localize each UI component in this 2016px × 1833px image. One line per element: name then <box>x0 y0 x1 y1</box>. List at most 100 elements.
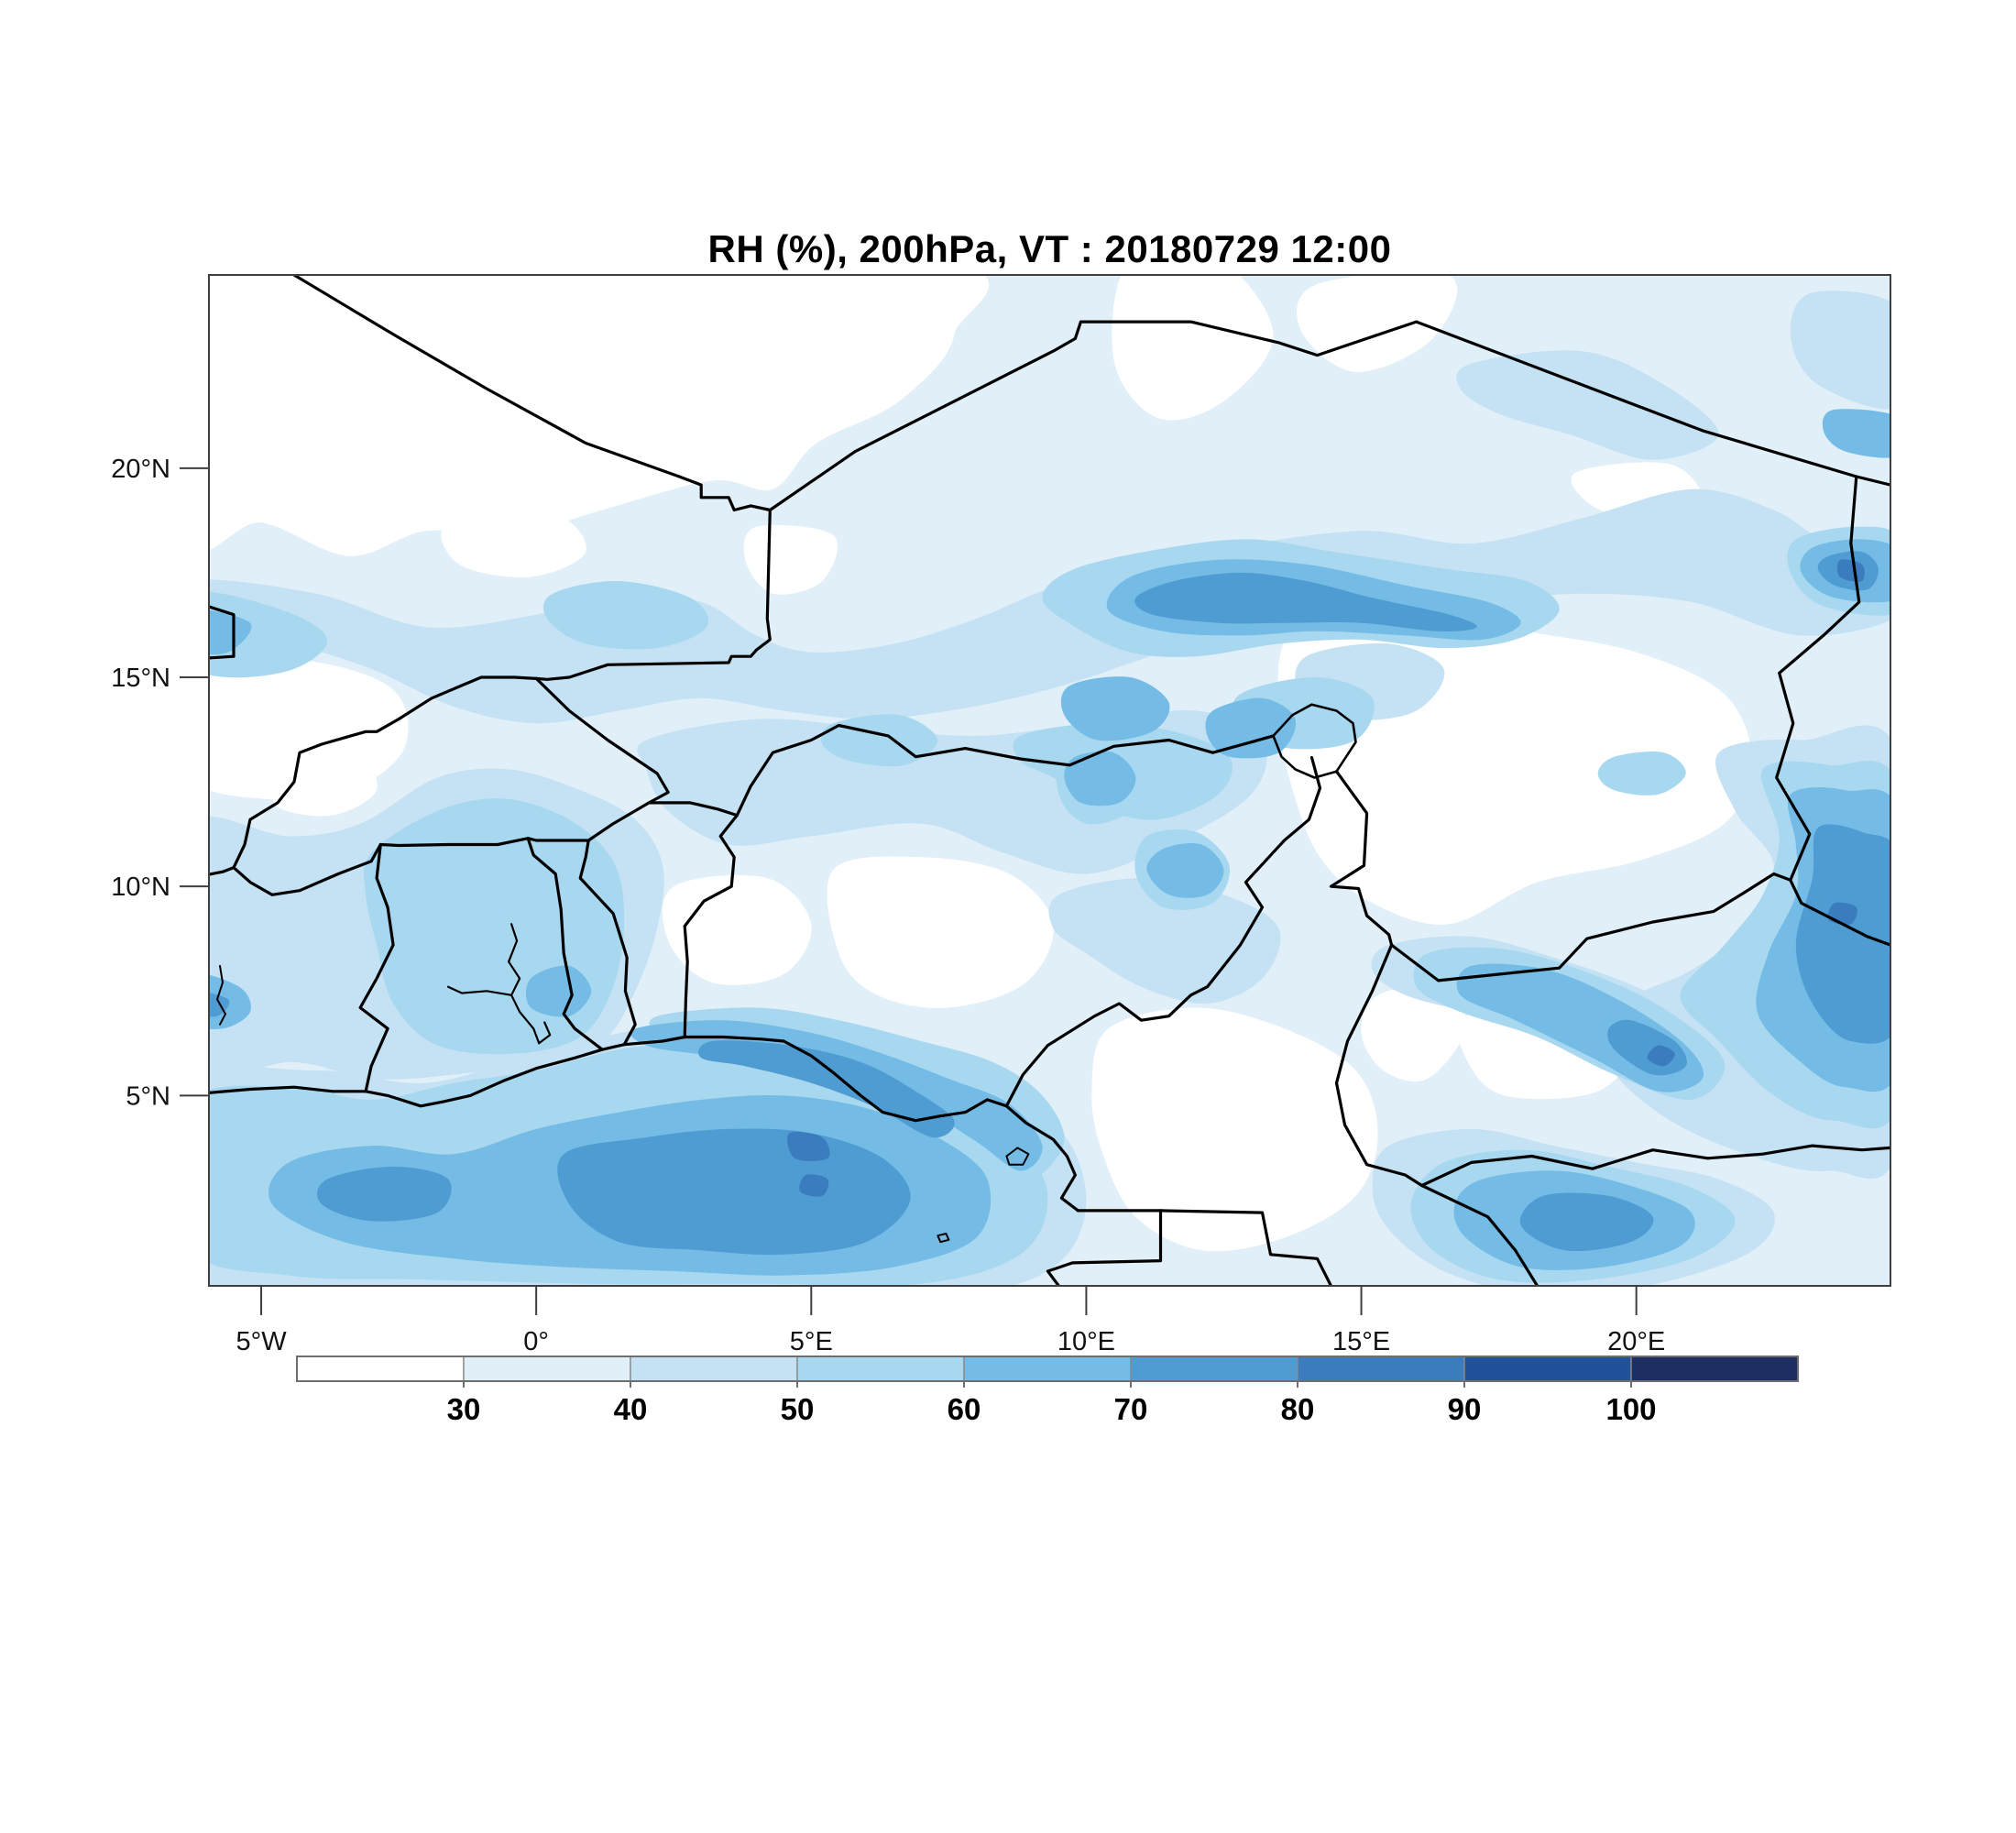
contour-blob-west-edge-core <box>209 609 252 655</box>
contour-blob-top-mid-1 <box>1112 275 1274 421</box>
colorbar-label: 50 <box>781 1392 815 1426</box>
border-algeria-niger <box>768 320 1193 512</box>
contour-blob-nigeria-west <box>662 874 812 985</box>
y-tick-label: 15°N <box>111 664 170 693</box>
colorbar-cell-1 <box>463 1356 631 1382</box>
colorbar-label: 60 <box>948 1392 981 1426</box>
contour-blob-right-spot-80 <box>1836 559 1865 582</box>
principe-island <box>937 1233 950 1244</box>
contour-blob-sahel-band-east <box>1216 488 1890 636</box>
border-burkina-cotedivoire <box>232 842 382 896</box>
lake-volta-main <box>508 923 541 1045</box>
contour-blob-car-80 <box>1647 1045 1675 1067</box>
border-benin-nigeria <box>683 814 739 1039</box>
border-mali-mauritania <box>209 605 236 660</box>
contour-blob-chad-east-spot <box>1597 752 1686 796</box>
colorbar-cell-2 <box>630 1356 798 1382</box>
colorbar-label: 40 <box>614 1392 648 1426</box>
border-libya-chad <box>1415 320 1890 487</box>
border-mali-niger <box>534 508 772 681</box>
contour-blob-west-edge-ring <box>209 591 328 678</box>
contour-blob-cameroon-south <box>1091 1007 1378 1252</box>
contour-blob-top-right-edge <box>1822 409 1890 458</box>
map-frame <box>208 274 1891 1287</box>
colorbar: 30 40 50 60 70 80 90 100 <box>296 1356 1799 1426</box>
colorbar-cell-8 <box>1630 1356 1799 1382</box>
border-car-drc <box>1420 1144 1890 1188</box>
border-cameroon-gabon-congo <box>1158 1209 1333 1286</box>
colorbar-cell-3 <box>796 1356 965 1382</box>
x-tick-label: 5°W <box>236 1327 287 1356</box>
axes: 20°N 15°N 10°N 5°N 5°W 0° 5°E 10°E 15°E 20°E <box>111 455 1665 1356</box>
x-tick-label: 0° <box>523 1327 549 1356</box>
contour-blob-nw-nigeria-core <box>1064 751 1136 807</box>
contour-blob-ocean-80-b <box>799 1174 829 1197</box>
border-burkina-togo-ghana <box>378 837 590 848</box>
y-tick-label: 5°N <box>126 1081 170 1111</box>
border-cameroon-nigeria <box>1004 756 1322 1108</box>
border-chad-sudan <box>1775 475 1890 947</box>
x-tick-label: 10°E <box>1057 1327 1115 1356</box>
contour-blob-burkina-west <box>272 756 378 817</box>
border-chad-car <box>1390 872 1792 982</box>
border-mali-algeria <box>292 275 772 512</box>
contour-blob-east-80 <box>1827 902 1857 926</box>
border-congo-car-south <box>1420 1183 1539 1286</box>
colorbar-cell-4 <box>963 1356 1132 1382</box>
contour-blob-mali-dip <box>441 511 586 577</box>
colorbar-label: 90 <box>1448 1392 1482 1426</box>
colorbar-cell-0 <box>296 1356 465 1382</box>
border-togo-benin <box>578 839 637 1047</box>
contour-blob-bottom-right-dark <box>1519 1192 1654 1252</box>
border-eq-guinea-box <box>1046 1209 1163 1286</box>
contour-blob-benue <box>1048 878 1281 1004</box>
contour-blob-volta-east <box>525 965 592 1017</box>
y-tick-label: 10°N <box>111 873 170 902</box>
cotedivoire-lake <box>216 964 226 1026</box>
border-coastline-gulf-of-guinea <box>209 1035 1079 1213</box>
x-tick-label: 5°E <box>790 1327 833 1356</box>
border-benin-niger <box>647 801 739 818</box>
border-car-cameroon <box>1334 943 1424 1188</box>
border-burkina-niger <box>534 676 670 805</box>
contour-blob-nigeria-center <box>827 856 1054 1008</box>
border-burkina-benin <box>586 801 651 842</box>
colorbar-label: 70 <box>1114 1392 1148 1426</box>
country-borders <box>209 275 1890 1286</box>
contour-blob-niger-dark-band <box>1134 572 1477 631</box>
colorbar-label: 80 <box>1281 1392 1315 1426</box>
contour-blob-top-right-corner <box>1790 291 1890 410</box>
border-cotedivoire-ghana <box>358 842 395 1093</box>
lake-volta-south-arm <box>538 1021 552 1045</box>
colorbar-label: 100 <box>1605 1392 1656 1426</box>
border-ghana-togo <box>526 837 604 1051</box>
contour-blob-mali-mid <box>542 580 709 650</box>
contour-blob-ocean-80-a <box>787 1131 830 1161</box>
y-tick-label: 20°N <box>111 455 170 484</box>
contour-blob-ocean-dark-west <box>317 1166 452 1222</box>
contour-blob-east-band-dark <box>1795 824 1890 1044</box>
contour-blob-ghana-interior <box>363 798 625 1055</box>
border-niger-nigeria <box>735 723 1276 818</box>
contour-blob-ci-west-edge <box>209 974 251 1029</box>
contour-blob-lake-chad-west <box>1205 697 1297 759</box>
border-chad-cameroon <box>1329 770 1394 947</box>
colorbar-label: 30 <box>447 1392 481 1426</box>
contour-blob-car-gap-2 <box>1361 984 1467 1082</box>
colorbar-cell-5 <box>1130 1356 1298 1382</box>
contour-blob-coast-core <box>630 1020 1043 1171</box>
border-niger-libya <box>1189 320 1419 357</box>
colorbar-cell-6 <box>1297 1356 1465 1382</box>
colorbar-cell-7 <box>1463 1356 1632 1382</box>
contour-blob-sahara-west <box>209 275 990 556</box>
contour-blob-top-right-1 <box>1456 350 1719 460</box>
x-tick-label: 20°E <box>1607 1327 1665 1356</box>
bioko-island <box>1005 1147 1030 1166</box>
lake-chad <box>1272 703 1357 779</box>
contour-field <box>209 275 1890 1286</box>
contour-blob-ocean-dark-1 <box>557 1128 911 1256</box>
contour-blob-kano-core <box>1146 842 1224 898</box>
border-mali-burkina-west <box>232 675 538 870</box>
